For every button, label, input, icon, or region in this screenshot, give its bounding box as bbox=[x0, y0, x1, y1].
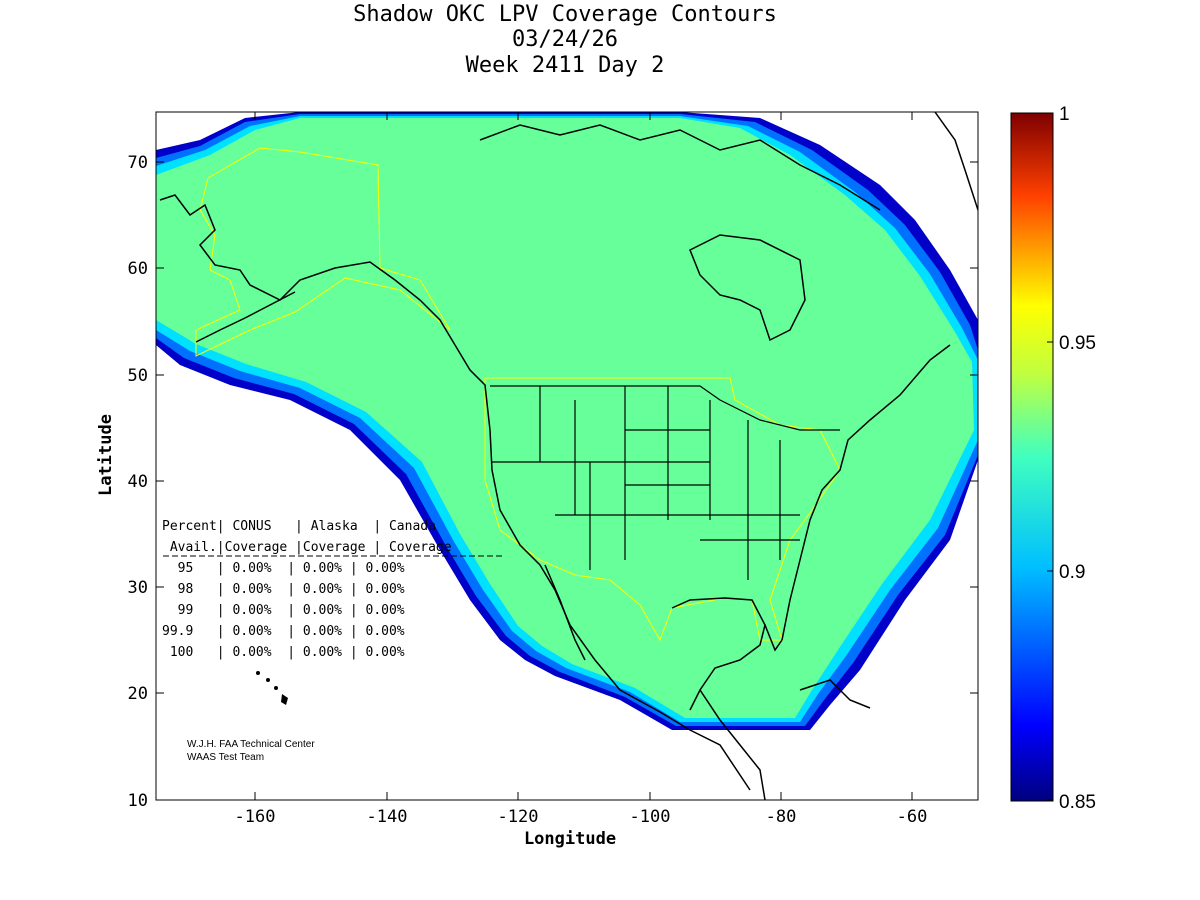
service-area-boundaries bbox=[195, 147, 841, 642]
x-tick-label: -100 bbox=[630, 807, 671, 827]
colorbar-tick-label: 0.9 bbox=[1059, 562, 1085, 583]
hudson-bay bbox=[689, 234, 806, 342]
x-tick-label: -160 bbox=[235, 807, 276, 827]
y-tick-label: 20 bbox=[128, 684, 148, 704]
greenland-edge bbox=[934, 112, 978, 211]
canada-us-border bbox=[490, 385, 840, 431]
stats-row: 100 | 0.00% | 0.00% | 0.00% bbox=[162, 645, 405, 660]
title-line-1: Shadow OKC LPV Coverage Contours bbox=[353, 2, 777, 27]
alaska-boundary bbox=[195, 147, 451, 357]
stats-row: 98 | 0.00% | 0.00% | 0.00% bbox=[162, 582, 405, 597]
y-tick-label: 40 bbox=[128, 472, 148, 492]
y-tick-label: 30 bbox=[128, 578, 148, 598]
title-line-2: 03/24/26 bbox=[512, 27, 618, 52]
map-area bbox=[156, 112, 978, 800]
stats-header-2: Avail.|Coverage |Coverage | Coverage bbox=[162, 540, 452, 555]
y-tick-label: 60 bbox=[128, 259, 148, 279]
coverage-stats-table: Percent| CONUS | Alaska | Canada Avail.|… bbox=[162, 519, 502, 660]
x-tick-label: -80 bbox=[766, 807, 797, 827]
stats-row: 99.9 | 0.00% | 0.00% | 0.00% bbox=[162, 624, 405, 639]
colorbar: 1 0.95 0.9 0.85 bbox=[1010, 104, 1096, 813]
title-line-3: Week 2411 Day 2 bbox=[466, 53, 665, 78]
stats-header-1: Percent| CONUS | Alaska | Canada bbox=[162, 519, 436, 534]
aleutians bbox=[195, 291, 296, 343]
hawaii-islands bbox=[256, 671, 288, 705]
state-lines-horizontals bbox=[492, 429, 800, 541]
stats-row: 95 | 0.00% | 0.00% | 0.00% bbox=[162, 561, 405, 576]
y-axis-label: Latitude bbox=[96, 414, 116, 496]
y-tick-label: 10 bbox=[128, 791, 148, 811]
state-lines-verticals bbox=[539, 386, 781, 580]
conus-boundary bbox=[484, 377, 841, 642]
arctic-islands bbox=[479, 124, 881, 211]
caribbean bbox=[799, 679, 871, 709]
coverage-region bbox=[156, 118, 974, 718]
baja bbox=[544, 564, 586, 661]
tick-marks bbox=[156, 112, 978, 800]
stats-row: 99 | 0.00% | 0.00% | 0.00% bbox=[162, 603, 405, 618]
colorbar-tick-label: 1 bbox=[1059, 104, 1070, 125]
pacific-coast bbox=[454, 344, 751, 791]
x-tick-label: -140 bbox=[367, 807, 408, 827]
alaska-coast bbox=[159, 194, 456, 346]
colorbar-gradient bbox=[1010, 112, 1054, 802]
y-tick-label: 70 bbox=[128, 153, 148, 173]
credit-line-1: W.J.H. FAA Technical Center bbox=[187, 739, 315, 750]
colorbar-ticks bbox=[1047, 112, 1053, 801]
x-tick-label: -120 bbox=[498, 807, 539, 827]
y-tick-label: 50 bbox=[128, 366, 148, 386]
x-axis-label: Longitude bbox=[524, 829, 616, 849]
coastlines bbox=[159, 112, 978, 800]
gulf-coast bbox=[671, 597, 766, 711]
us-states bbox=[490, 385, 840, 580]
plot-frame bbox=[155, 111, 979, 801]
central-america bbox=[699, 689, 766, 800]
x-tick-label: -60 bbox=[897, 807, 928, 827]
florida bbox=[764, 624, 783, 652]
colorbar-tick-label: 0.95 bbox=[1059, 333, 1096, 354]
credit-line-2: WAAS Test Team bbox=[187, 752, 264, 763]
atlantic-coast bbox=[781, 344, 951, 641]
colorbar-tick-label: 0.85 bbox=[1059, 792, 1096, 813]
